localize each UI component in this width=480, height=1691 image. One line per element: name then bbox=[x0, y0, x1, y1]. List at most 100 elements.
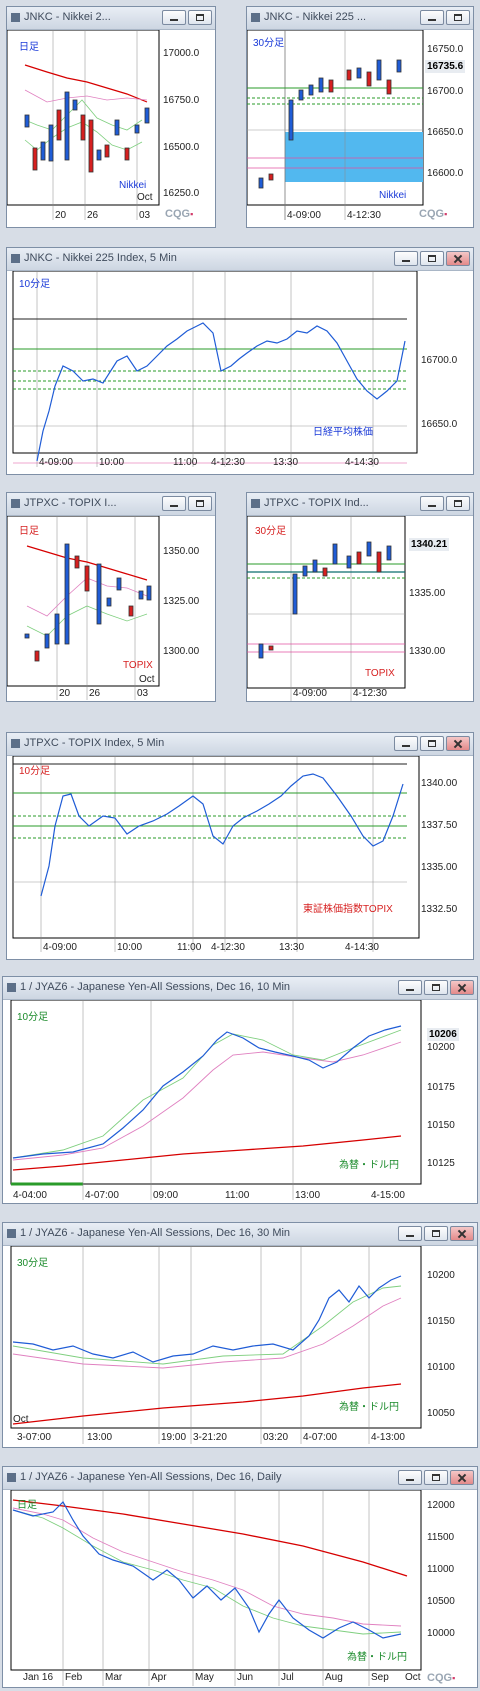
minimize-button[interactable] bbox=[162, 496, 186, 511]
x-tick: 3-21:20 bbox=[193, 1432, 227, 1443]
maximize-button[interactable] bbox=[188, 10, 212, 25]
x-tick: Jun bbox=[237, 1672, 254, 1683]
chart-area[interactable]: 日足 Nikkei 17000.0 16750.0 16500.0 16250.… bbox=[7, 30, 215, 227]
minimize-button[interactable] bbox=[420, 10, 444, 25]
chart-area[interactable]: 30分足 TOPIX 1340.21 1335.00 1330.00 4-09:… bbox=[247, 516, 473, 701]
title-bar[interactable]: JNKC - Nikkei 2... bbox=[7, 7, 215, 30]
x-tick: 11:00 bbox=[173, 457, 198, 468]
y-tick: 10100 bbox=[427, 1362, 455, 1373]
close-button[interactable] bbox=[450, 1226, 474, 1241]
chart-svg bbox=[12, 271, 418, 467]
window-title: JTPXC - TOPIX Index, 5 Min bbox=[24, 737, 165, 749]
y-tick: 10175 bbox=[427, 1082, 455, 1093]
x-tick: 20 bbox=[55, 210, 67, 221]
chart-window-topix-daily[interactable]: JTPXC - TOPIX I... 日足 TOPI bbox=[6, 492, 216, 702]
app-icon bbox=[251, 13, 260, 22]
title-bar[interactable]: JNKC - Nikkei 225 ... bbox=[247, 7, 473, 30]
chart-window-nikkei-daily[interactable]: JNKC - Nikkei 2... bbox=[6, 6, 216, 228]
title-bar[interactable]: JNKC - Nikkei 225 Index, 5 Min bbox=[7, 248, 473, 271]
price-candles-trace bbox=[12, 1025, 402, 1159]
app-icon bbox=[7, 1229, 16, 1238]
chart-area[interactable]: 日足 TOPIX 1350.00 1325.00 1300.00 Oct 20 … bbox=[7, 516, 215, 701]
x-tick: Sep bbox=[371, 1672, 389, 1683]
chart-window-topix-5min[interactable]: JTPXC - TOPIX Index, 5 Min 10分足 東証株価指数TO… bbox=[6, 732, 474, 960]
y-tick: 10000 bbox=[427, 1628, 455, 1639]
chart-area[interactable]: 10分足 東証株価指数TOPIX 1340.00 1337.50 1335.00… bbox=[7, 756, 473, 959]
minimize-button[interactable] bbox=[394, 736, 418, 751]
x-tick: Oct bbox=[405, 1672, 421, 1683]
minimize-button[interactable] bbox=[398, 1470, 422, 1485]
timeframe-label: 10分足 bbox=[19, 766, 51, 777]
maximize-button[interactable] bbox=[420, 736, 444, 751]
window-title: JNKC - Nikkei 2... bbox=[24, 11, 111, 23]
timeframe-label: 日足 bbox=[19, 42, 39, 53]
timeframe-label: 日足 bbox=[19, 526, 39, 537]
y-tick: 11500 bbox=[427, 1532, 455, 1543]
app-icon bbox=[11, 739, 20, 748]
cqg-logo: CQG▪ bbox=[165, 208, 194, 220]
x-tick: 4-13:00 bbox=[371, 1432, 405, 1443]
title-bar[interactable]: 1 / JYAZ6 - Japanese Yen-All Sessions, D… bbox=[3, 1223, 477, 1246]
instrument-label: 東証株価指数TOPIX bbox=[303, 904, 393, 915]
maximize-button[interactable] bbox=[424, 1470, 448, 1485]
title-bar[interactable]: 1 / JYAZ6 - Japanese Yen-All Sessions, D… bbox=[3, 1467, 477, 1490]
minimize-button[interactable] bbox=[394, 251, 418, 266]
x-tick: 11:00 bbox=[177, 942, 202, 953]
chart-window-yen-daily[interactable]: 1 / JYAZ6 - Japanese Yen-All Sessions, D… bbox=[2, 1466, 478, 1688]
chart-area[interactable]: 30分足 為替・ドル円 Oct 10200 10150 10100 10050 … bbox=[3, 1246, 477, 1447]
close-button[interactable] bbox=[446, 251, 470, 266]
candles bbox=[24, 91, 150, 173]
x-tick: 4-12:30 bbox=[353, 688, 387, 699]
chart-window-nikkei-30min[interactable]: JNKC - Nikkei 225 ... bbox=[246, 6, 474, 228]
title-bar[interactable]: JTPXC - TOPIX I... bbox=[7, 493, 215, 516]
app-icon bbox=[251, 499, 260, 508]
x-tick: 13:30 bbox=[279, 942, 305, 953]
chart-window-nikkei-5min[interactable]: JNKC - Nikkei 225 Index, 5 Min 10分足 日経平均 bbox=[6, 247, 474, 475]
window-title: 1 / JYAZ6 - Japanese Yen-All Sessions, D… bbox=[20, 981, 291, 993]
maximize-button[interactable] bbox=[446, 496, 470, 511]
chart-window-yen-30min[interactable]: 1 / JYAZ6 - Japanese Yen-All Sessions, D… bbox=[2, 1222, 478, 1448]
title-bar[interactable]: JTPXC - TOPIX Ind... bbox=[247, 493, 473, 516]
chart-area[interactable]: 日足 為替・ドル円 12000 11500 11000 10500 10000 … bbox=[3, 1490, 477, 1687]
x-tick: 3-07:00 bbox=[17, 1432, 51, 1443]
title-bar[interactable]: 1 / JYAZ6 - Japanese Yen-All Sessions, D… bbox=[3, 977, 477, 1000]
chart-window-topix-30min[interactable]: JTPXC - TOPIX Ind... 30分足 bbox=[246, 492, 474, 702]
maximize-button[interactable] bbox=[424, 1226, 448, 1241]
x-tick: Apr bbox=[151, 1672, 167, 1683]
close-button[interactable] bbox=[446, 736, 470, 751]
x-tick: 4-14:30 bbox=[345, 942, 379, 953]
instrument-label: 為替・ドル円 bbox=[347, 1652, 407, 1663]
minimize-button[interactable] bbox=[398, 980, 422, 995]
maximize-button[interactable] bbox=[188, 496, 212, 511]
candles bbox=[258, 541, 392, 659]
x-tick: Jan 16 bbox=[23, 1672, 54, 1683]
close-button[interactable] bbox=[450, 980, 474, 995]
maximize-button[interactable] bbox=[420, 251, 444, 266]
x-tick: 09:00 bbox=[153, 1190, 179, 1201]
minimize-button[interactable] bbox=[162, 10, 186, 25]
chart-area[interactable]: 10分足 為替・ドル円 10206 10200 10175 10150 1012… bbox=[3, 1000, 477, 1203]
close-button[interactable] bbox=[450, 1470, 474, 1485]
window-title: JTPXC - TOPIX I... bbox=[24, 497, 117, 509]
chart-area[interactable]: 30分足 Nikkei 16750.0 16735.6 16700.0 1665… bbox=[247, 30, 473, 227]
chart-window-yen-10min[interactable]: 1 / JYAZ6 - Japanese Yen-All Sessions, D… bbox=[2, 976, 478, 1204]
app-icon bbox=[7, 983, 16, 992]
x-tick: 4-04:00 bbox=[13, 1190, 47, 1201]
x-tick: 4-09:00 bbox=[43, 942, 77, 953]
x-tick: 4-12:30 bbox=[347, 210, 381, 221]
minimize-button[interactable] bbox=[398, 1226, 422, 1241]
maximize-button[interactable] bbox=[424, 980, 448, 995]
x-tick: Aug bbox=[325, 1672, 343, 1683]
candles bbox=[24, 543, 152, 662]
y-tick: 1350.00 bbox=[163, 546, 200, 557]
maximize-button[interactable] bbox=[446, 10, 470, 25]
x-tick: Mar bbox=[105, 1672, 123, 1683]
chart-area[interactable]: 10分足 日経平均株価 16700.0 16650.0 4-09:00 10:0… bbox=[7, 271, 473, 474]
window-title: 1 / JYAZ6 - Japanese Yen-All Sessions, D… bbox=[20, 1227, 291, 1239]
title-bar[interactable]: JTPXC - TOPIX Index, 5 Min bbox=[7, 733, 473, 756]
x-tick: 26 bbox=[89, 688, 101, 699]
minimize-button[interactable] bbox=[420, 496, 444, 511]
candles bbox=[258, 59, 402, 189]
y-tick: 16750.0 bbox=[427, 44, 464, 55]
timeframe-label: 30分足 bbox=[17, 1258, 49, 1269]
